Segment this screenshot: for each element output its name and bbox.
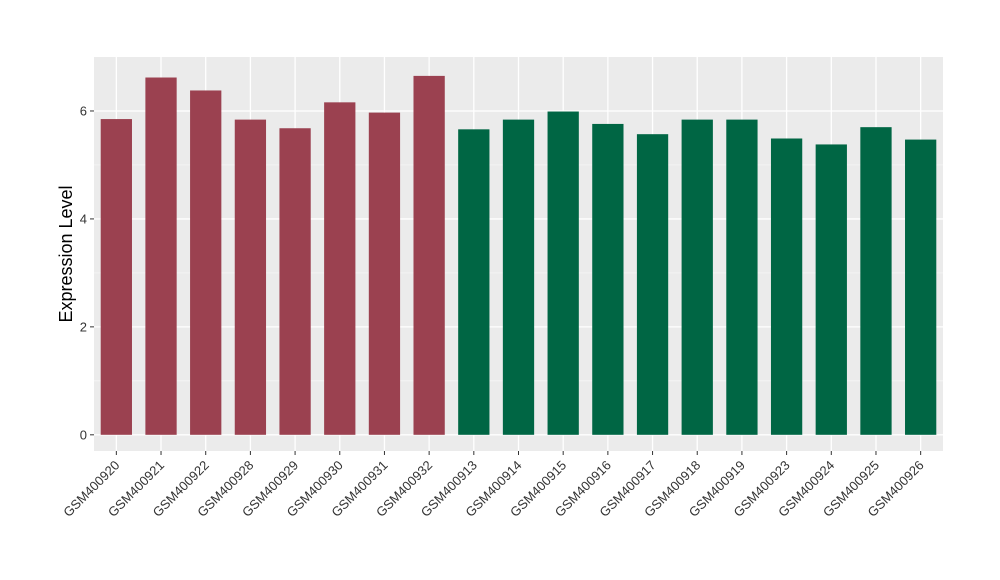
y-axis: 0 2 4 6: [80, 103, 94, 442]
bar-gsm400922: [190, 90, 222, 435]
y-tick-label: 4: [80, 211, 87, 226]
bar-gsm400918: [681, 119, 713, 435]
bar-gsm400925: [860, 127, 892, 435]
bar-gsm400914: [502, 119, 535, 435]
y-tick-label: 6: [80, 103, 87, 118]
y-tick-label: 0: [80, 427, 87, 442]
bar-gsm400919: [726, 119, 758, 435]
bar-gsm400932: [413, 75, 445, 435]
bar-gsm400929: [279, 128, 311, 435]
bar-gsm400920: [100, 119, 132, 435]
bar-gsm400928: [234, 119, 267, 435]
bar-gsm400924: [815, 144, 847, 435]
bar-gsm400926: [905, 139, 937, 435]
bar-gsm400921: [145, 77, 177, 435]
bar-gsm400917: [636, 134, 669, 435]
y-tick-label: 2: [80, 319, 87, 334]
bar-gsm400931: [368, 112, 401, 435]
bars: [100, 75, 937, 435]
y-axis-title: Expression Level: [56, 185, 76, 322]
bar-gsm400923: [770, 138, 803, 435]
bar-gsm400930: [324, 102, 356, 435]
x-axis: GSM400920GSM400921GSM400922GSM400928GSM4…: [60, 451, 927, 520]
bar-gsm400913: [458, 129, 490, 435]
bar-gsm400916: [592, 123, 624, 435]
bar-gsm400915: [547, 111, 579, 435]
